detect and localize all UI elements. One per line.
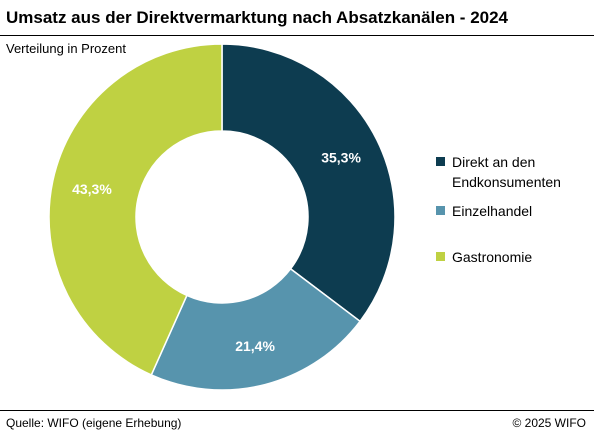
title-divider [0,35,594,36]
slice-gastronomie [48,43,223,376]
legend-swatch-direkt [436,157,445,166]
legend-item-direkt: Direkt an den Endkonsumenten [436,152,592,192]
footer-divider [0,410,594,411]
legend-item-einzelhandel: Einzelhandel [436,201,532,221]
chart-title: Umsatz aus der Direktvermarktung nach Ab… [6,8,509,27]
slice-label-direkt: 35,3% [321,150,361,166]
slice-einzelhandel [150,267,362,391]
copyright-note: © 2025 WIFO [512,416,586,430]
source-note: Quelle: WIFO (eigene Erhebung) [6,416,182,430]
legend-swatch-gastronomie [436,252,445,261]
legend-label-direkt: Direkt an den Endkonsumenten [452,154,561,190]
legend-label-gastronomie: Gastronomie [452,249,533,265]
chart-subtitle: Verteilung in Prozent [6,41,126,56]
legend-swatch-einzelhandel [436,206,445,215]
legend-item-gastronomie: Gastronomie [436,247,532,267]
legend-label-einzelhandel: Einzelhandel [452,203,533,219]
slice-label-einzelhandel: 21,4% [235,338,275,354]
slice-label-gastronomie: 43,3% [72,181,112,197]
slice-direkt [221,43,396,323]
